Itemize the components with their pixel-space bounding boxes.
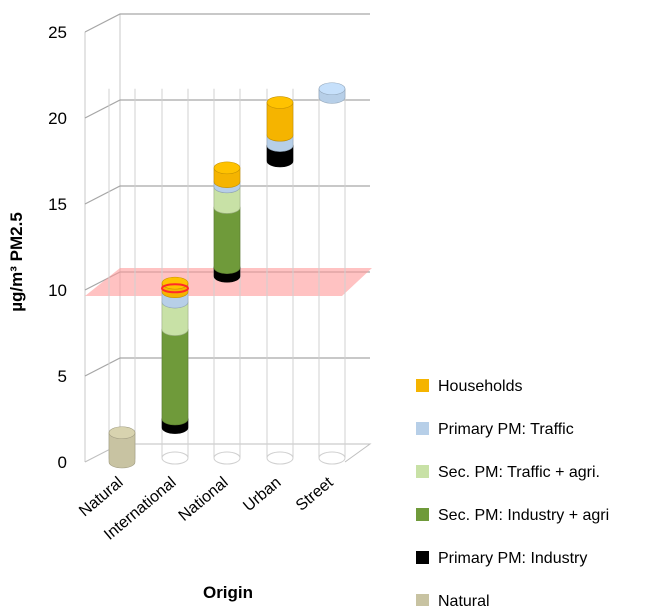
gridline [84, 13, 370, 33]
floor [84, 443, 372, 463]
legend-swatch [416, 508, 429, 521]
legend-item: Natural [416, 593, 490, 610]
legend-item: Primary PM: Traffic [416, 421, 574, 438]
segment-body [161, 301, 189, 336]
x-tick-label: Natural [76, 474, 126, 520]
y-axis-label: µg/m³ PM2.5 [7, 212, 26, 312]
y-tick-label: 0 [58, 453, 67, 472]
segment-top [266, 96, 294, 109]
segment-top [161, 276, 189, 290]
segment-top [108, 426, 136, 440]
bar-segment-primary-pm-traffic [318, 82, 346, 104]
outline-base [266, 451, 294, 465]
y-tick-label: 15 [48, 195, 67, 214]
outline-base [318, 451, 346, 465]
legend-item: Households [416, 378, 523, 395]
legend-item: Primary PM: Industry [416, 550, 587, 567]
legend-label: Households [438, 378, 523, 395]
legend-label: Natural [438, 593, 490, 606]
segment-body [266, 102, 294, 142]
x-tick-label: Street [293, 474, 337, 515]
bars-layer [108, 82, 346, 469]
bar-segment-households [266, 96, 294, 142]
threshold-mark [161, 283, 189, 294]
segment-body [213, 186, 241, 214]
x-tick-label: Urban [240, 474, 284, 515]
x-axis-label: Origin [203, 583, 253, 602]
outline-base [161, 451, 189, 465]
y-tick-label: 5 [58, 367, 67, 386]
y-tick-label: 10 [48, 281, 67, 300]
bar-segment-natural [108, 426, 136, 469]
bar-segment-sec-pm-industry-agri [161, 323, 189, 426]
legend-label: Primary PM: Industry [438, 550, 587, 567]
segment-body [213, 207, 241, 274]
outline-base [213, 451, 241, 465]
legend-swatch [416, 465, 429, 478]
legend-label: Primary PM: Traffic [438, 421, 574, 438]
grid-layer: 0 5 10 15 20 25 [48, 13, 372, 472]
segment-body [161, 329, 189, 426]
legend-label: Sec. PM: Industry + agri [438, 507, 609, 524]
segment-top [213, 161, 241, 175]
bar-segment-households [161, 276, 189, 299]
bar-outline-street [318, 88, 346, 465]
y-tick-label: 25 [48, 23, 67, 42]
segment-body [108, 432, 136, 469]
segment-top [318, 82, 346, 96]
legend-item: Sec. PM: Traffic + agri. [416, 464, 600, 481]
legend-swatch [416, 379, 429, 392]
y-tick-label: 20 [48, 109, 67, 128]
bar-segment-households [213, 161, 241, 188]
legend-item: Sec. PM: Industry + agri [416, 507, 609, 524]
legend: Households Primary PM: Traffic Sec. PM: Tr… [416, 378, 609, 610]
gridline [84, 357, 370, 377]
legend-label: Sec. PM: Traffic + agri. [438, 464, 600, 481]
legend-swatch [416, 594, 429, 607]
legend-swatch [416, 551, 429, 564]
x-tick-label: National [176, 474, 232, 525]
gridline [84, 185, 370, 205]
legend-swatch [416, 422, 429, 435]
